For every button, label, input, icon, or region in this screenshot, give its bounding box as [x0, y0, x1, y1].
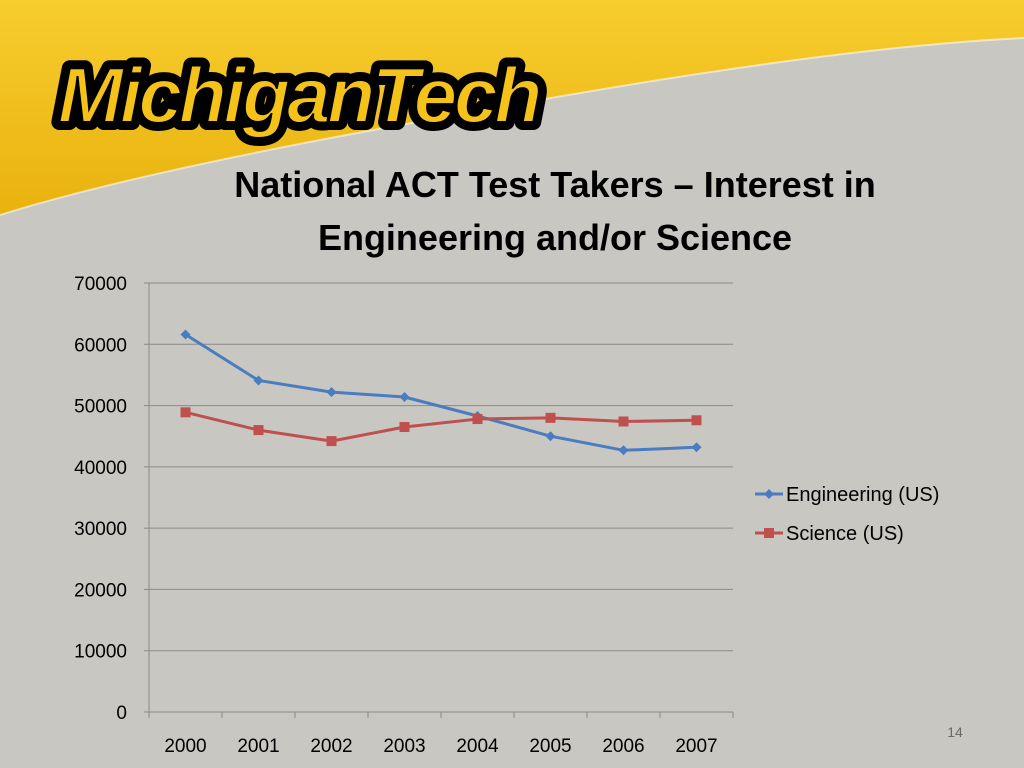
science-line: [185, 410, 697, 443]
legend: Engineering (US) Science (US): [755, 484, 939, 545]
logo-wordmark: MichiganTech: [58, 51, 540, 139]
science-point: [472, 414, 483, 425]
x-tick-label: 2005: [529, 736, 571, 757]
y-tick-label: 60000: [74, 335, 127, 356]
legend-label: Engineering (US): [786, 484, 939, 506]
science-point: [545, 412, 556, 423]
engineering-point: [326, 387, 337, 398]
page-number: 14: [947, 724, 963, 740]
y-tick-label: 40000: [74, 458, 127, 479]
engineering-point: [399, 391, 410, 402]
chart-title-line-1: National ACT Test Takers – Interest in: [234, 164, 876, 205]
x-tick-label: 2003: [383, 736, 425, 757]
x-tick-label: 2004: [456, 736, 499, 757]
science-point: [691, 415, 702, 426]
engineering-point: [253, 375, 264, 386]
y-tick-label: 70000: [74, 274, 127, 295]
x-tick-label: 2002: [310, 736, 352, 757]
y-tick-label: 30000: [74, 519, 127, 540]
logo-outline: MichiganTech: [58, 51, 540, 139]
engineering-point: [764, 489, 774, 499]
legend-item: Science (US): [755, 523, 904, 545]
science-point: [399, 422, 410, 433]
science-point: [180, 407, 191, 418]
michigan-tech-logo: MichiganTech MichiganTech: [50, 44, 551, 147]
science-point: [764, 528, 774, 538]
x-tick-label: 2001: [237, 736, 279, 757]
chart-title-line-2: Engineering and/or Science: [317, 217, 793, 258]
science-point: [326, 436, 337, 447]
series: [180, 329, 702, 456]
y-tick-label: 10000: [74, 642, 127, 663]
axes: 0 10000 20000 30000 40000 50000 60000 70000 2000…: [74, 274, 734, 757]
engineering-point: [691, 442, 702, 453]
engineering-series: [180, 329, 702, 456]
legend-label: Science (US): [786, 523, 904, 545]
chart-title: National ACT Test Takers – Interest in E…: [150, 158, 960, 264]
x-tick-label: 2007: [675, 736, 717, 757]
engineering-point: [180, 329, 191, 340]
legend-item: Engineering (US): [755, 484, 939, 506]
x-tick-label: 2006: [602, 736, 644, 757]
engineering-point: [618, 445, 629, 456]
engineering-point: [545, 431, 556, 442]
engineering-line: [184, 333, 697, 452]
science-series: [180, 407, 702, 447]
gridlines: [149, 282, 733, 652]
y-tick-label: 50000: [74, 397, 127, 418]
science-point: [253, 425, 264, 436]
science-point: [618, 416, 629, 427]
y-tick-label: 20000: [74, 580, 127, 601]
y-tick-label: 0: [116, 703, 127, 724]
x-tick-label: 2000: [164, 736, 206, 757]
